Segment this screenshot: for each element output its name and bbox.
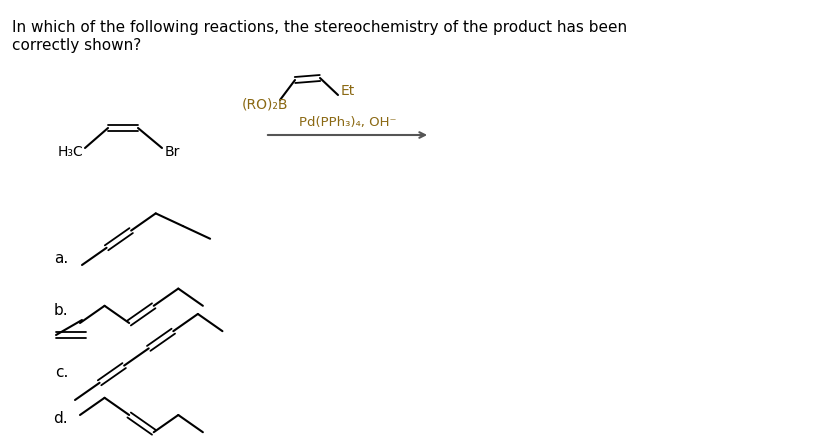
Text: b.: b. [53, 302, 68, 317]
Text: a.: a. [53, 250, 68, 266]
Text: c.: c. [54, 365, 68, 380]
Text: Et: Et [341, 84, 355, 98]
Text: Pd(PPh₃)₄, OH⁻: Pd(PPh₃)₄, OH⁻ [299, 115, 397, 128]
Text: d.: d. [53, 411, 68, 425]
Text: Br: Br [165, 145, 180, 159]
Text: correctly shown?: correctly shown? [12, 38, 141, 53]
Text: In which of the following reactions, the stereochemistry of the product has been: In which of the following reactions, the… [12, 20, 627, 35]
Text: (RO)₂B: (RO)₂B [242, 97, 289, 111]
Text: H₃C: H₃C [58, 145, 83, 159]
